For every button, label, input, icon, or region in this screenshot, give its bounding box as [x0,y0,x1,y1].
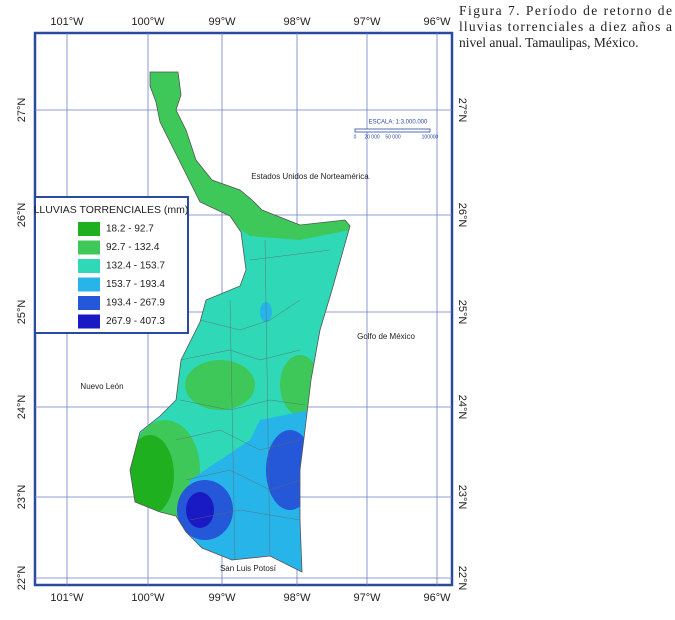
legend-swatch [78,240,100,255]
legend-swatch [78,222,100,236]
zone [185,360,255,410]
legend-label: 132.4 - 153.7 [106,261,165,272]
scale-bar-line [354,128,431,133]
zone [186,492,214,528]
scale-tick-label: 50 000 [385,134,401,140]
scale-title: ESCALA: 1:3.000.000 [369,120,428,126]
longitude-label: 99°W [208,592,236,604]
legend-box [34,196,189,334]
longitude-label: 100°W [131,16,165,28]
scale-tick-label: 20 000 [364,134,380,140]
legend-label: 193.4 - 267.9 [106,298,165,309]
latitude-label: 22°N [16,566,28,591]
municipal-borders [175,239,331,561]
longitude-label: 100°W [131,592,165,604]
caption-line: Figura 7. Período de retorno de [459,3,672,18]
latitude-label: 26°N [16,203,28,228]
legend-swatch [78,259,100,273]
latitude-label: 26°N [456,203,468,228]
legend-label: 267.9 - 407.3 [106,316,165,327]
place-label: San Luis Potosí [220,564,277,573]
legend: LLUVIAS TORRENCIALES (mm) 18.2 - 92.7 92.… [34,196,189,334]
latitude-label: 24°N [16,395,28,420]
scale-tick-label: 0 [354,134,357,140]
place-label: Nuevo León [80,382,123,391]
place-label: Golfo de México [357,332,415,341]
legend-label: 18.2 - 92.7 [106,224,154,235]
caption-line: lluvias torrenciales a diez años a [459,19,672,34]
zone [130,435,174,515]
scale-bar: ESCALA: 1:3.000.000 0 20 000 50 000 100000 [354,120,439,141]
longitude-label: 98°W [283,592,311,604]
legend-swatch [78,296,100,310]
longitude-label: 101°W [50,592,84,604]
legend-swatch [78,314,100,329]
latitude-label: 24°N [456,395,468,420]
longitude-label: 99°W [208,16,236,28]
latitude-label: 25°N [456,300,468,325]
legend-label: 92.7 - 132.4 [106,242,160,253]
longitude-label: 96°W [423,592,451,604]
longitude-label: 101°W [50,16,84,28]
latitude-label: 23°N [16,485,28,510]
legend-swatch [78,277,100,292]
latitude-label: 27°N [456,98,468,123]
latitude-label: 23°N [456,485,468,510]
longitude-label: 98°W [283,16,311,28]
place-label: Estados Unidos de Norteamérica [251,172,369,181]
latitude-label: 25°N [16,300,28,325]
latitude-label: 22°N [456,566,468,591]
longitude-label: 97°W [353,16,381,28]
latitude-label: 27°N [16,98,28,123]
scale-tick-label: 100000 [422,134,439,140]
longitude-label: 97°W [353,592,381,604]
legend-label: 153.7 - 193.4 [106,279,165,290]
legend-title: LLUVIAS TORRENCIALES (mm) [34,204,189,216]
longitude-label: 96°W [423,16,451,28]
caption-line: nivel anual. Tamaulipas, México. [459,35,639,50]
